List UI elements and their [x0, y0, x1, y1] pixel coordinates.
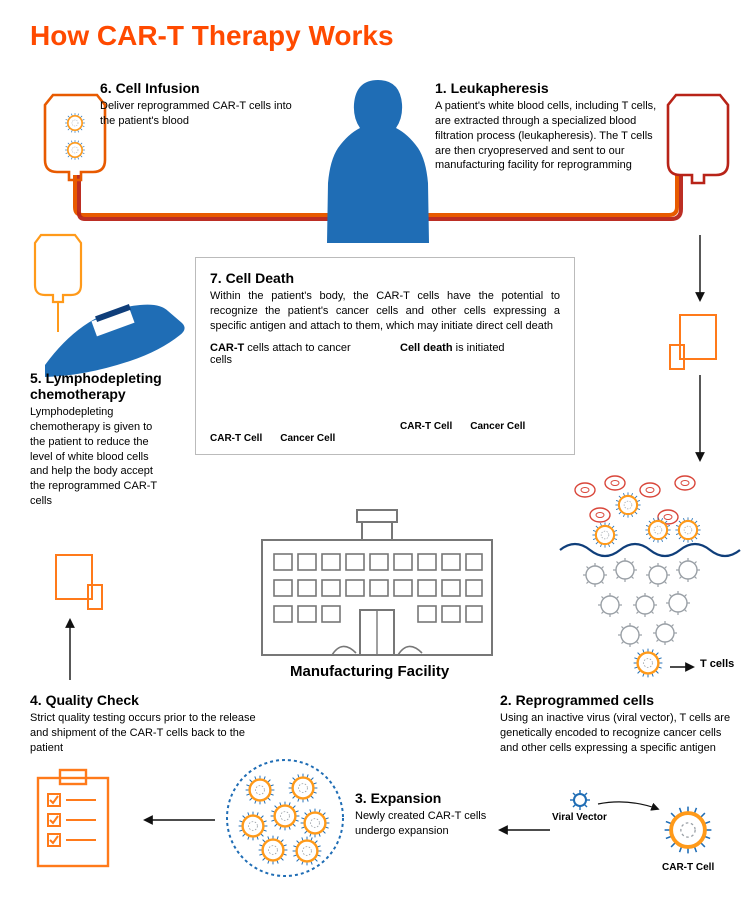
tcells-label: T cells: [700, 658, 734, 670]
step-3-body: Newly created CAR-T cells undergo expans…: [355, 809, 490, 839]
step-3-title: 3. Expansion: [355, 790, 490, 806]
label-cart-2: CAR-T Cell: [400, 421, 452, 432]
blood-separation-icon: [560, 476, 740, 677]
cart-cell-label: CAR-T Cell: [662, 862, 714, 873]
blood-bag-right-icon: [668, 95, 728, 183]
patient-silhouette-icon: [327, 80, 429, 243]
step-7-body: Within the patient's body, the CAR-T cel…: [210, 289, 560, 334]
step-2-body: Using an inactive virus (viral vector), …: [500, 711, 735, 756]
expansion-cluster-icon: [227, 760, 343, 876]
step-4-body: Strict quality testing occurs prior to t…: [30, 711, 260, 756]
vial-left-icon: [56, 555, 102, 609]
step-6-body: Deliver reprogrammed CAR-T cells into th…: [100, 99, 310, 129]
step-5-title: 5. Lymphodepleting chemotherapy: [30, 370, 170, 402]
blood-bag-left-icon: [45, 95, 105, 180]
page-title: How CAR-T Therapy Works: [30, 20, 394, 52]
label-cancer-2: Cancer Cell: [470, 421, 525, 432]
arm-icon: [45, 304, 185, 377]
step-2: 2. Reprogrammed cells Using an inactive …: [500, 692, 735, 756]
step-2-title: 2. Reprogrammed cells: [500, 692, 735, 708]
step-7-box: 7. Cell Death Within the patient's body,…: [195, 257, 575, 455]
label-cancer-1: Cancer Cell: [280, 433, 335, 444]
step-7-left-head: CAR-T cells attach to cancer cells: [210, 342, 370, 366]
step-4: 4. Quality Check Strict quality testing …: [30, 692, 260, 756]
step-5-body: Lymphodepleting chemotherapy is given to…: [30, 405, 170, 509]
facility-icon: [262, 510, 492, 655]
step-6: 6. Cell Infusion Deliver reprogrammed CA…: [100, 80, 310, 129]
step-1-body: A patient's white blood cells, including…: [435, 99, 665, 173]
step-7-title: 7. Cell Death: [210, 270, 560, 286]
step-1: 1. Leukapheresis A patient's white blood…: [435, 80, 665, 173]
step-7-right-head: Cell death is initiated: [400, 342, 560, 354]
step-1-title: 1. Leukapheresis: [435, 80, 665, 96]
step-6-title: 6. Cell Infusion: [100, 80, 310, 96]
viral-vector-label: Viral Vector: [552, 812, 607, 823]
step-3: 3. Expansion Newly created CAR-T cells u…: [355, 790, 490, 839]
step-4-title: 4. Quality Check: [30, 692, 260, 708]
label-cart-1: CAR-T Cell: [210, 433, 262, 444]
step-5: 5. Lymphodepleting chemotherapy Lymphode…: [30, 370, 170, 509]
facility-label: Manufacturing Facility: [290, 663, 449, 680]
iv-bag-icon: [35, 235, 81, 332]
vial-right-icon: [670, 315, 716, 369]
checklist-icon: [38, 770, 108, 866]
